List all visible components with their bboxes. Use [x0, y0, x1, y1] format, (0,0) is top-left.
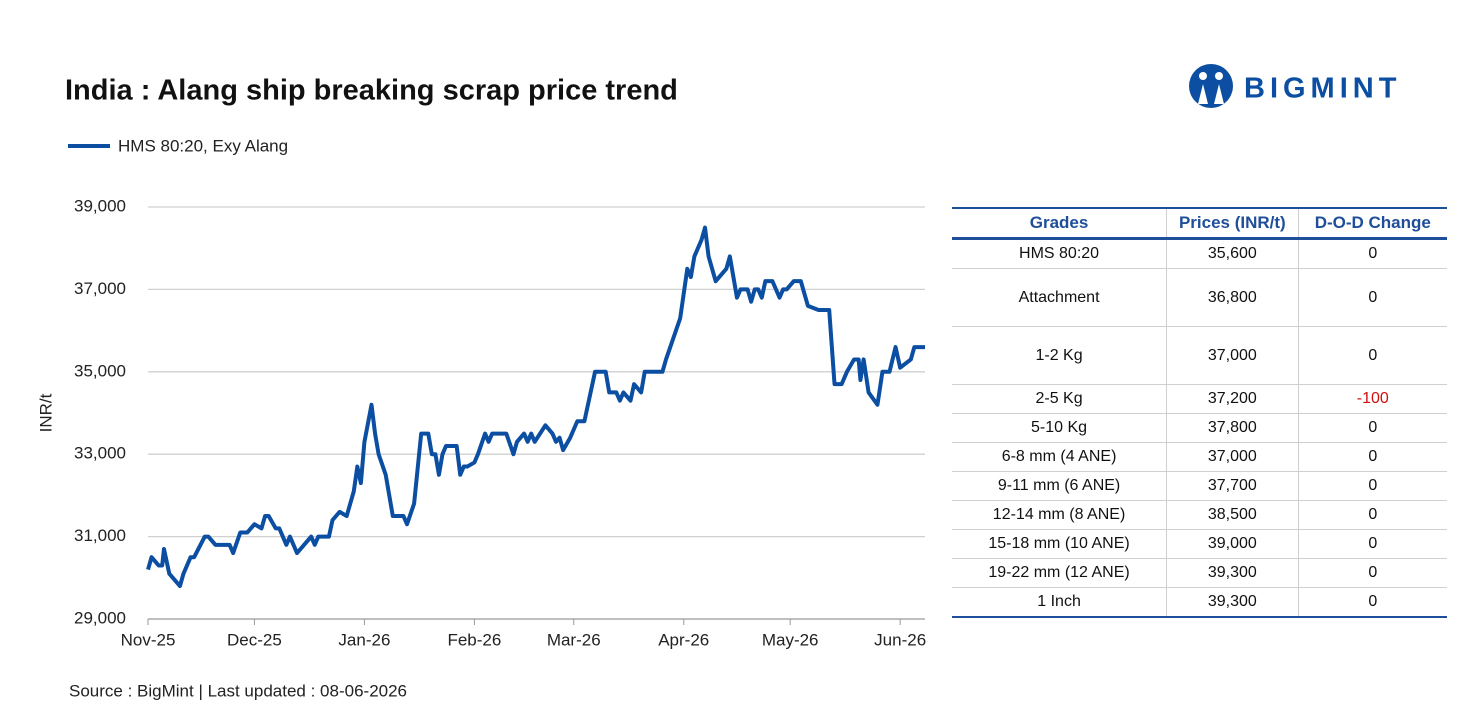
table-cell: 0	[1297, 442, 1447, 472]
column-header: Prices (INR/t)	[1166, 207, 1299, 240]
x-tick-label: Mar-26	[547, 630, 601, 649]
table-cell: 0	[1297, 500, 1447, 530]
column-header: Grades	[952, 207, 1167, 240]
chart-title: India : Alang ship breaking scrap price …	[65, 75, 678, 107]
table-cell: 39,300	[1166, 558, 1299, 588]
x-tick-label: Feb-26	[447, 630, 501, 649]
y-tick-label: 29,000	[74, 608, 126, 627]
price-table: Grades Prices (INR/t) D-O-D Change HMS 80:2…	[952, 207, 1447, 618]
table-cell: 6-8 mm (4 ANE)	[952, 442, 1167, 472]
table-cell: 12-14 mm (8 ANE)	[952, 500, 1167, 530]
table-cell: 9-11 mm (6 ANE)	[952, 471, 1167, 501]
y-axis-label: INR/t	[36, 393, 55, 432]
table-cell: 1-2 Kg	[952, 326, 1167, 385]
y-tick-label: 35,000	[74, 361, 126, 380]
y-tick-label: 39,000	[74, 196, 126, 215]
x-tick-label: Nov-25	[121, 630, 176, 649]
x-tick-label: Jan-26	[338, 630, 390, 649]
x-tick-label: May-26	[762, 630, 819, 649]
table-cell: 0	[1297, 268, 1447, 327]
table-cell: 37,700	[1166, 471, 1299, 501]
y-tick-label: 37,000	[74, 279, 126, 298]
table-cell: 0	[1297, 587, 1447, 618]
table-row: 19-22 mm (12 ANE) 39,300 0	[952, 558, 1447, 588]
table-cell: 38,500	[1166, 500, 1299, 530]
table-cell: 2-5 Kg	[952, 384, 1167, 414]
source: Source : BigMint | Last updated : 08-06-…	[69, 681, 407, 700]
table-row: 5-10 Kg 37,800 0	[952, 413, 1447, 443]
table-cell: 5-10 Kg	[952, 413, 1167, 443]
logo-text: BIGMINT	[1244, 73, 1401, 105]
table-cell: 37,200	[1166, 384, 1299, 414]
x-tick-label: Apr-26	[658, 630, 709, 649]
table-cell: 39,300	[1166, 587, 1299, 618]
table-row: 1-2 Kg 37,000 0	[952, 326, 1447, 385]
table-cell: 36,800	[1166, 268, 1299, 327]
x-tick-label: Jun-26	[874, 630, 926, 649]
table-cell: 39,000	[1166, 529, 1299, 559]
table-cell: 19-22 mm (12 ANE)	[952, 558, 1167, 588]
column-header: D-O-D Change	[1297, 207, 1447, 240]
table-row: 9-11 mm (6 ANE) 37,700 0	[952, 471, 1447, 501]
table-row: 2-5 Kg 37,200 -100	[952, 384, 1447, 414]
logo-icon	[1189, 64, 1233, 108]
table-cell: -100	[1297, 384, 1447, 414]
table-cell: 0	[1297, 413, 1447, 443]
table-cell: 0	[1297, 529, 1447, 559]
table-cell: 0	[1297, 326, 1447, 385]
table-row: 15-18 mm (10 ANE) 39,000 0	[952, 529, 1447, 559]
table-row: HMS 80:20 35,600 0	[952, 238, 1447, 269]
table-cell: HMS 80:20	[952, 238, 1167, 269]
price-line	[146, 225, 925, 589]
table-cell: 0	[1297, 471, 1447, 501]
table-cell: 0	[1297, 558, 1447, 588]
table-cell: 37,000	[1166, 442, 1299, 472]
table-row: 1 Inch 39,300 0	[952, 587, 1447, 618]
table-cell: Attachment	[952, 268, 1167, 327]
table-cell: 35,600	[1166, 238, 1299, 269]
table-cell: 15-18 mm (10 ANE)	[952, 529, 1167, 559]
table-row: Attachment 36,800 0	[952, 268, 1447, 327]
table-cell: 37,800	[1166, 413, 1299, 443]
y-tick-label: 31,000	[74, 526, 126, 545]
y-tick-label: 33,000	[74, 444, 126, 463]
table-row: 12-14 mm (8 ANE) 38,500 0	[952, 500, 1447, 530]
table-cell: 1 Inch	[952, 587, 1167, 618]
table-row: 6-8 mm (4 ANE) 37,000 0	[952, 442, 1447, 472]
table-cell: 37,000	[1166, 326, 1299, 385]
legend-label: HMS 80:20, Exy Alang	[118, 136, 288, 155]
table-cell: 0	[1297, 238, 1447, 269]
x-tick-label: Dec-25	[227, 630, 282, 649]
